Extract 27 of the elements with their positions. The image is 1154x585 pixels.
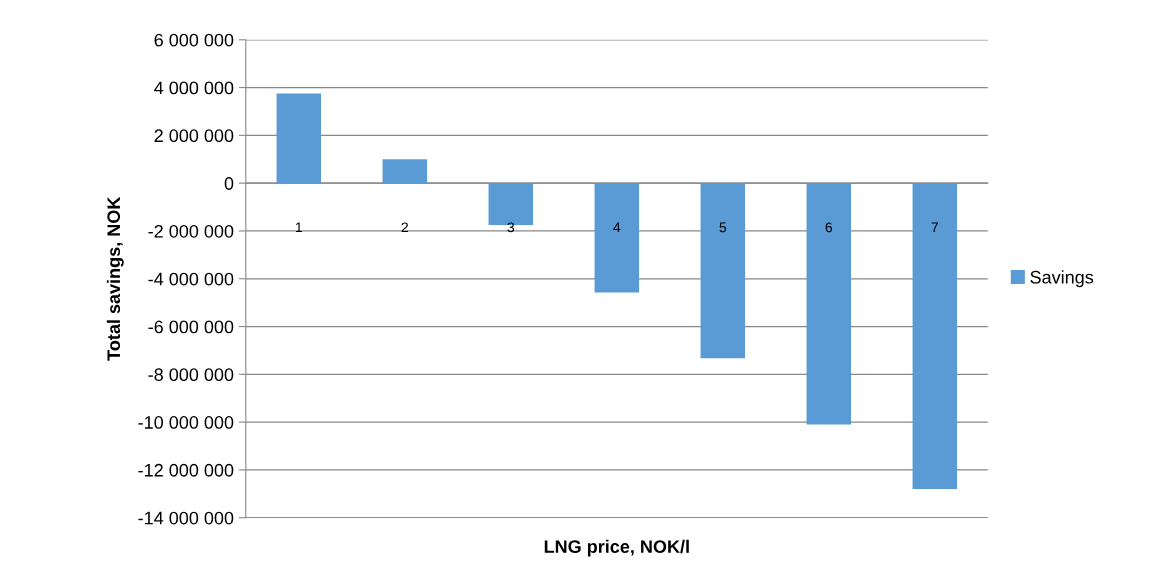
bar: [700, 183, 746, 359]
y-tick-label: -4 000 000: [148, 272, 234, 286]
y-tick-label: -12 000 000: [138, 463, 234, 477]
y-tick-label: 0: [224, 177, 234, 190]
x-tick-label: 2: [401, 222, 408, 233]
y-axis-title: Total savings, NOK: [106, 196, 124, 361]
bar: [382, 159, 428, 184]
x-tick-label: 6: [825, 222, 833, 233]
bar: [806, 183, 852, 425]
y-tick-label: 6 000 000: [154, 33, 234, 47]
bar: [276, 93, 322, 184]
y-tick-label: 4 000 000: [154, 81, 234, 95]
y-tick-label: -6 000 000: [148, 320, 234, 334]
y-tick-label: 2 000 000: [154, 129, 234, 143]
y-tick-label: -10 000 000: [138, 416, 234, 429]
x-axis-title: LNG price, NOK/l: [544, 539, 689, 557]
legend-label: Savings: [1030, 270, 1094, 288]
x-tick-label: 4: [613, 222, 621, 233]
bar: [594, 183, 640, 293]
x-tick-label: 5: [719, 222, 727, 233]
x-tick-label: 7: [931, 222, 938, 233]
x-tick-label: 3: [507, 222, 515, 233]
y-tick-label: -14 000 000: [138, 511, 234, 525]
x-tick-label: 1: [296, 222, 302, 233]
y-tick-label: -8 000 000: [148, 368, 234, 382]
y-tick-label: -2 000 000: [148, 224, 234, 238]
bar: [912, 183, 958, 490]
